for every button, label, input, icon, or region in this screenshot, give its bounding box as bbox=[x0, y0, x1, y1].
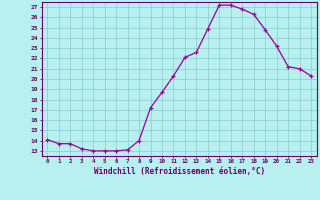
X-axis label: Windchill (Refroidissement éolien,°C): Windchill (Refroidissement éolien,°C) bbox=[94, 167, 265, 176]
